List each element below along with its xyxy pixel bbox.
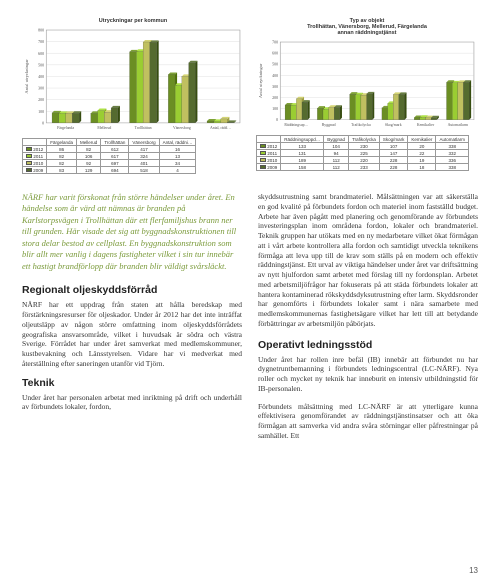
svg-text:Antal utryckningar: Antal utryckningar [258, 63, 263, 98]
svg-text:Antal, rädd…: Antal, rädd… [210, 126, 231, 131]
svg-text:Trafikolycka: Trafikolycka [351, 123, 371, 127]
col2-continuation: skyddsutrustning samt brandmateriel. Mål… [258, 192, 478, 329]
svg-text:300: 300 [38, 86, 44, 91]
charts-row: Utryckningar per kommun 0 100 200 300 400 500… [22, 18, 478, 174]
svg-text:400: 400 [272, 73, 278, 78]
svg-text:600: 600 [38, 51, 44, 56]
svg-text:Skog/mark: Skog/mark [385, 123, 402, 127]
section-title-teknik: Teknik [22, 377, 242, 389]
intro-paragraph: NÄRF har varit förskonat från större hän… [22, 192, 242, 272]
svg-text:Trollhättan: Trollhättan [135, 126, 152, 130]
svg-text:Kemikalier: Kemikalier [417, 123, 435, 127]
svg-text:Byggnad: Byggnad [322, 123, 336, 127]
svg-text:200: 200 [272, 95, 278, 100]
svg-text:0: 0 [276, 117, 278, 122]
section-title-operativt: Operativt ledningsstöd [258, 339, 478, 351]
chart2-title: Typ av objekt Trollhättan, Vänersborg, M… [256, 18, 478, 36]
section-body-oljeskydd: NÄRF har ett uppdrag från staten att hål… [22, 300, 242, 368]
svg-text:0: 0 [42, 120, 44, 125]
section-title-oljeskydd: Regionalt oljeskyddsförråd [22, 284, 242, 296]
left-column: NÄRF har varit förskonat från större hän… [22, 192, 242, 441]
svg-text:Räddningsup…: Räddningsup… [284, 123, 308, 127]
section-body-teknik: Under året har personalen arbetat med in… [22, 393, 242, 413]
chart1-legend-table: FärgelandaMellerudTrollhättanVänersborgA… [22, 138, 196, 174]
svg-text:800: 800 [38, 28, 44, 33]
chart1-svg: 0 100 200 300 400 500 600 700 800 Antal utrycknin… [22, 26, 244, 137]
chart1-title: Utryckningar per kommun [22, 18, 244, 24]
chart-utryckningar: Utryckningar per kommun 0 100 200 300 400 500… [22, 18, 244, 174]
chart2-legend-table: Räddningsuppd…ByggnadTrafikolyckaSkog/ma… [256, 135, 469, 171]
svg-text:100: 100 [272, 106, 278, 111]
chart2-canvas: 0 100 200 300 400 500 600 700 Antal utryckningar… [256, 38, 478, 133]
svg-text:200: 200 [38, 97, 44, 102]
chart-typ-av-objekt: Typ av objekt Trollhättan, Vänersborg, M… [256, 18, 478, 174]
svg-text:Antal utryckningar: Antal utryckningar [24, 59, 29, 94]
svg-text:Automatlarm: Automatlarm [448, 123, 468, 127]
section3-body2: Förbundets målsättning med LC-NÄRF är at… [258, 402, 478, 441]
svg-text:100: 100 [38, 109, 44, 114]
right-column: skyddsutrustning samt brandmateriel. Mål… [258, 192, 478, 441]
svg-text:500: 500 [272, 62, 278, 67]
svg-text:500: 500 [38, 62, 44, 67]
text-columns: NÄRF har varit förskonat från större hän… [22, 192, 478, 441]
svg-text:300: 300 [272, 84, 278, 89]
svg-text:Färgelanda: Färgelanda [57, 126, 74, 130]
section3-body1: Under året har rollen inre befäl (IB) in… [258, 355, 478, 394]
svg-text:700: 700 [38, 39, 44, 44]
svg-text:Vänersborg: Vänersborg [173, 126, 191, 130]
svg-text:600: 600 [272, 51, 278, 56]
svg-text:Mellerud: Mellerud [97, 126, 111, 130]
chart1-canvas: 0 100 200 300 400 500 600 700 800 Antal utrycknin… [22, 26, 244, 136]
svg-text:700: 700 [272, 40, 278, 45]
page-number: 13 [469, 566, 478, 575]
chart2-svg: 0 100 200 300 400 500 600 700 Antal utryckningar… [256, 38, 478, 134]
svg-text:400: 400 [38, 74, 44, 79]
